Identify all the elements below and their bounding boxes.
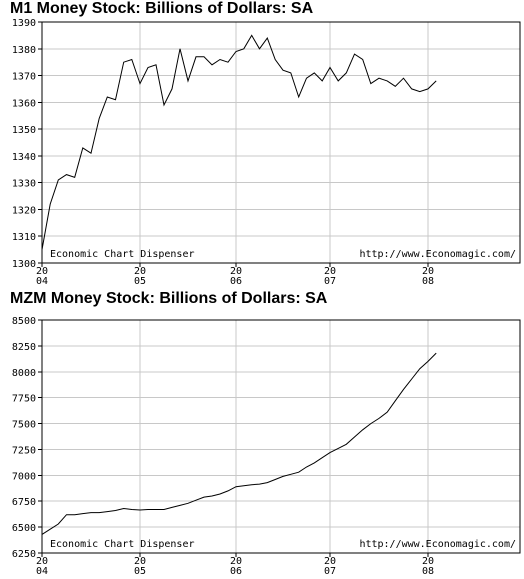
y-tick-label: 6500 <box>12 523 36 534</box>
x-tick-label-top: 20 <box>422 556 434 567</box>
y-tick-label: 1380 <box>12 45 36 56</box>
x-tick-label-bottom: 05 <box>134 276 146 287</box>
y-tick-label: 1350 <box>12 125 36 136</box>
x-tick-label-top: 20 <box>324 266 336 277</box>
plot-frame <box>41 21 521 264</box>
x-tick-label-bottom: 06 <box>230 566 242 577</box>
chart-title-m1: M1 Money Stock: Billions of Dollars: SA <box>10 0 314 17</box>
x-tick-label-top: 20 <box>324 556 336 567</box>
x-tick-label-bottom: 08 <box>422 566 434 577</box>
y-tick-label: 1320 <box>12 205 36 216</box>
footer-left-label: Economic Chart Dispenser <box>50 249 195 260</box>
y-tick-label: 8000 <box>12 368 36 379</box>
y-tick-label: 1330 <box>12 179 36 190</box>
y-tick-label: 1310 <box>12 232 36 243</box>
x-tick-label-top: 20 <box>422 266 434 277</box>
x-tick-label-bottom: 06 <box>230 276 242 287</box>
footer-right-label: http://www.Economagic.com/ <box>359 539 516 550</box>
y-tick-label: 8250 <box>12 342 36 353</box>
x-tick-label-top: 20 <box>36 266 48 277</box>
x-tick-label-bottom: 07 <box>324 566 336 577</box>
series-line-mzm <box>41 352 437 535</box>
y-tick-label: 1360 <box>12 98 36 109</box>
series-line-m1 <box>41 34 437 250</box>
x-tick-label-bottom: 07 <box>324 276 336 287</box>
y-tick-label: 1300 <box>12 259 36 270</box>
x-tick-label-top: 20 <box>230 266 242 277</box>
x-tick-label-top: 20 <box>36 556 48 567</box>
x-tick-label-top: 20 <box>134 266 146 277</box>
y-tick-label: 7000 <box>12 471 36 482</box>
y-tick-label: 1340 <box>12 152 36 163</box>
x-tick-label-bottom: 04 <box>36 276 48 287</box>
y-tick-label: 1370 <box>12 72 36 83</box>
x-tick-label-bottom: 08 <box>422 276 434 287</box>
y-tick-label: 7750 <box>12 394 36 405</box>
y-tick-label: 7250 <box>12 445 36 456</box>
y-tick-label: 6750 <box>12 497 36 508</box>
x-tick-label-bottom: 05 <box>134 566 146 577</box>
y-tick-label: 7500 <box>12 420 36 431</box>
x-tick-label-bottom: 04 <box>36 566 48 577</box>
y-tick-label: 1390 <box>12 18 36 29</box>
plot-frame <box>41 319 521 554</box>
y-tick-label: 6250 <box>12 549 36 560</box>
footer-left-label: Economic Chart Dispenser <box>50 539 195 550</box>
x-tick-label-top: 20 <box>230 556 242 567</box>
y-tick-label: 8500 <box>12 316 36 327</box>
chart-title-mzm: MZM Money Stock: Billions of Dollars: SA <box>10 290 328 307</box>
footer-right-label: http://www.Economagic.com/ <box>359 249 516 260</box>
x-tick-label-top: 20 <box>134 556 146 567</box>
